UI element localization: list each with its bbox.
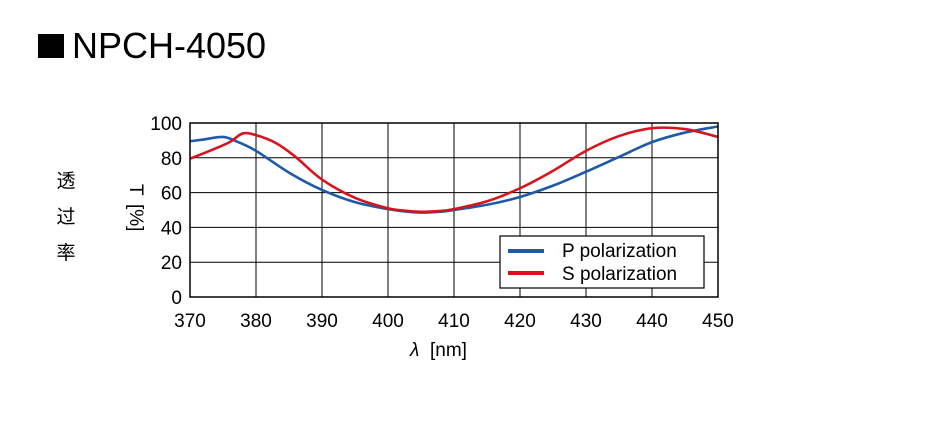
x-axis-symbol: λ xyxy=(409,340,419,361)
x-axis-label: λ [nm] xyxy=(409,340,467,361)
x-tick-labels: 370 380 390 400 410 420 430 440 450 xyxy=(174,311,734,332)
x-tick-label: 410 xyxy=(438,311,470,332)
x-tick-label: 420 xyxy=(504,311,536,332)
x-tick-label: 450 xyxy=(702,311,734,332)
y-tick-label: 0 xyxy=(171,288,182,309)
y-axis-cjk-char: 透 xyxy=(56,170,75,192)
series-line-s-polarization xyxy=(190,126,718,214)
x-tick-label: 440 xyxy=(636,311,668,332)
x-tick-label: 380 xyxy=(240,311,272,332)
y-axis-symbol: T xyxy=(125,184,146,196)
legend-box xyxy=(499,235,705,289)
y-tick-label: 100 xyxy=(150,114,182,135)
y-tick-labels: 0 20 40 60 80 100 xyxy=(150,114,182,309)
x-tick-label: 430 xyxy=(570,311,602,332)
y-tick-label: 60 xyxy=(161,184,182,205)
legend: P polarization S polarization xyxy=(499,235,705,289)
y-axis-cjk-char: 率 xyxy=(56,242,75,264)
x-tick-label: 400 xyxy=(372,311,404,332)
legend-label-p: P polarization xyxy=(562,241,677,262)
y-tick-label: 80 xyxy=(161,149,182,170)
y-axis-label: T [%] xyxy=(125,184,146,231)
x-tick-label: 370 xyxy=(174,311,206,332)
y-axis-cjk-label: 透过率 xyxy=(56,170,75,264)
page-title: NPCH-4050 xyxy=(72,25,266,66)
x-tick-label: 390 xyxy=(306,311,338,332)
legend-label-s: S polarization xyxy=(562,264,677,285)
y-axis-cjk-char: 过 xyxy=(56,206,75,228)
title-marker-icon xyxy=(38,34,64,58)
y-tick-label: 20 xyxy=(161,253,182,274)
y-axis-unit: [%] xyxy=(125,204,146,231)
x-axis-unit: [nm] xyxy=(430,340,467,361)
y-tick-label: 40 xyxy=(161,218,182,239)
plot-frame xyxy=(189,122,719,298)
series-lines xyxy=(190,125,718,214)
